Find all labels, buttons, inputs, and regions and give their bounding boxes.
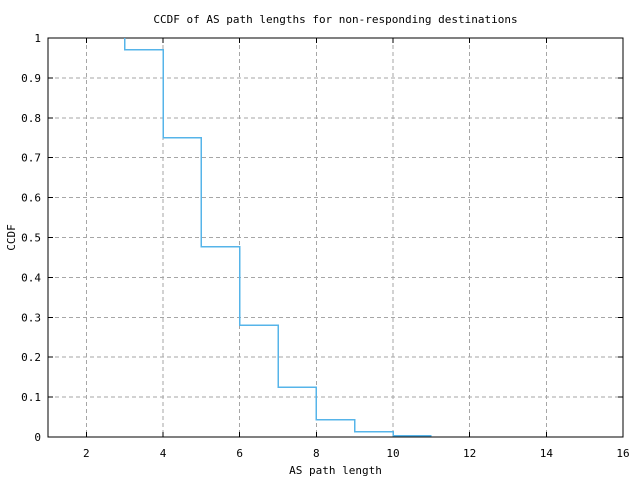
y-tick-label: 0.5 [21, 232, 41, 245]
y-axis-label: CCDF [5, 224, 18, 251]
x-tick-label: 10 [386, 447, 399, 460]
y-tick-label: 1 [34, 32, 41, 45]
y-tick-label: 0.3 [21, 311, 41, 324]
x-tick-label: 16 [616, 447, 629, 460]
gridlines [48, 38, 623, 437]
x-tick-label: 6 [236, 447, 243, 460]
y-tick-label: 0 [34, 431, 41, 444]
y-tick-label: 0.6 [21, 192, 41, 205]
x-axis-label: AS path length [289, 464, 382, 477]
y-tick-label: 0.7 [21, 152, 41, 165]
y-tick-label: 0.1 [21, 391, 41, 404]
x-tick-label: 4 [160, 447, 167, 460]
x-tick-label: 12 [463, 447, 476, 460]
chart-title: CCDF of AS path lengths for non-respondi… [153, 13, 517, 26]
ccdf-step-line [123, 38, 432, 437]
axis-tick-labels: 2 4 6 8 10 12 14 16 0 0.1 0.2 0.3 0.4 0.5 0.6 0.7 0.8 0.9… [21, 32, 630, 460]
x-tick-label: 8 [313, 447, 320, 460]
x-tick-label: 2 [83, 447, 90, 460]
y-tick-label: 0.9 [21, 72, 41, 85]
y-tick-label: 0.2 [21, 351, 41, 364]
x-tick-label: 14 [540, 447, 554, 460]
plot-border [47, 37, 624, 438]
y-tick-label: 0.8 [21, 112, 41, 125]
y-tick-label: 0.4 [21, 271, 41, 284]
